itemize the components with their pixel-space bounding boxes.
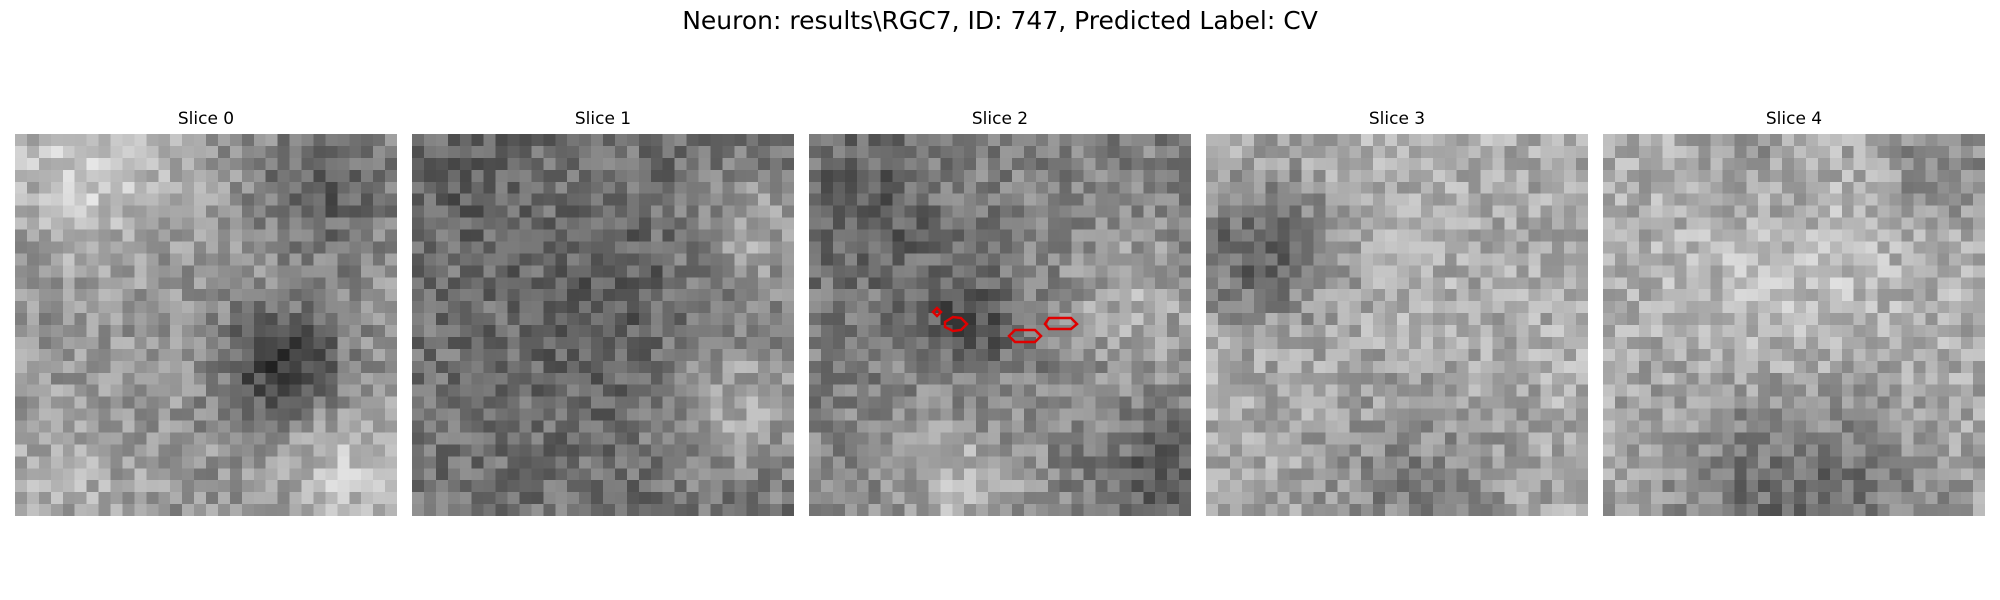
slice-0-panel: Slice 0: [15, 108, 397, 516]
slice-3-title: Slice 3: [1368, 109, 1426, 129]
slice-1-panel: Slice 1: [412, 108, 794, 516]
slice-0-title: Slice 0: [177, 109, 235, 129]
slice-4-image: [1603, 134, 1985, 516]
slice-3-image: [1206, 134, 1588, 516]
slice-2-title: Slice 2: [971, 109, 1029, 129]
slice-4-panel: Slice 4: [1603, 108, 1985, 516]
slice-1-title: Slice 1: [574, 109, 632, 129]
slice-2-image: [809, 134, 1191, 516]
slice-2-panel: Slice 2: [809, 108, 1191, 516]
slice-3-panel: Slice 3: [1206, 108, 1588, 516]
slice-1-image: [412, 134, 794, 516]
figure-title: Neuron: results\RGC7, ID: 747, Predicted…: [682, 6, 1318, 35]
slice-0-image: [15, 134, 397, 516]
slice-4-title: Slice 4: [1765, 109, 1823, 129]
